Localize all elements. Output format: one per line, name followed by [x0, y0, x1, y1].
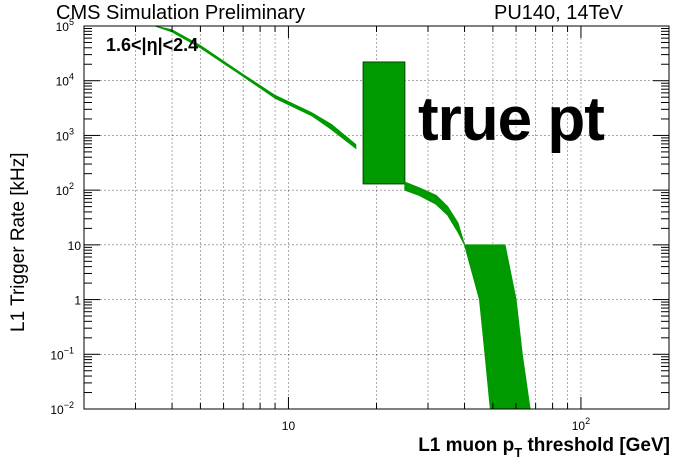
header-left: CMS Simulation Preliminary	[56, 2, 305, 24]
y-tick-label: 1	[74, 294, 81, 308]
y-axis-label: L1 Trigger Rate [kHz]	[8, 152, 29, 332]
y-tick-label: 102	[56, 181, 74, 198]
rate-tail-band-3	[463, 244, 531, 410]
header-right: PU140, 14TeV	[494, 2, 623, 24]
y-tick-label: 105	[56, 17, 74, 34]
rate-band-2	[404, 181, 466, 246]
rate-bin-1-0	[362, 61, 406, 185]
x-tick-label: 102	[572, 416, 590, 433]
y-tick-label: 103	[56, 126, 74, 143]
y-axis-label-wrap: L1 Trigger Rate [kHz]	[8, 0, 38, 472]
x-tick-label: 10	[282, 419, 296, 433]
y-tick-label: 104	[56, 72, 74, 89]
y-tick-label: 10−1	[50, 345, 74, 362]
rate-band-0	[154, 25, 357, 150]
y-tick-label: 10−2	[50, 400, 74, 417]
x-axis-label-tail: threshold [GeV]	[522, 435, 670, 456]
x-axis-label: L1 muon pT threshold [GeV]	[418, 435, 670, 460]
x-axis-label-main: L1 muon p	[418, 435, 515, 456]
x-axis-label-sub: T	[514, 445, 523, 460]
y-tick-label: 10	[68, 239, 82, 253]
region-label: 1.6<|η|<2.4	[106, 35, 199, 55]
overlay-label: true pt	[418, 85, 605, 154]
